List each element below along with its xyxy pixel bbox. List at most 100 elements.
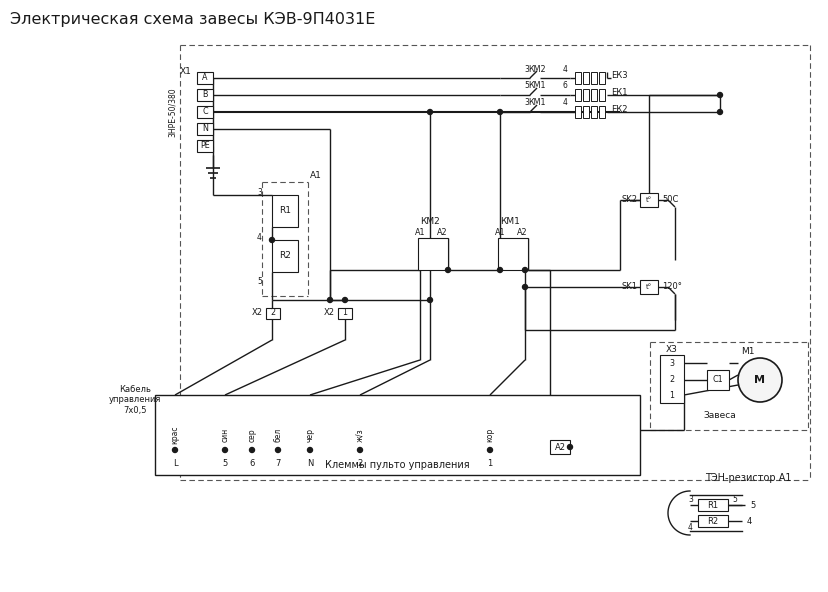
Bar [549,440,570,454]
Text: X1: X1 [180,67,192,76]
Text: PE: PE [200,141,209,150]
Circle shape [522,268,527,272]
Text: ж/з: ж/з [355,428,364,442]
Text: 3: 3 [524,65,529,73]
Text: ЕК2: ЕК2 [610,105,627,114]
Text: B: B [202,91,208,99]
Text: 5: 5 [222,458,228,468]
Circle shape [737,358,781,402]
Text: 4: 4 [562,65,566,73]
Circle shape [357,448,362,452]
Text: A2: A2 [436,229,447,237]
Bar [590,89,596,101]
Circle shape [275,448,280,452]
Text: A1: A1 [414,229,425,237]
Text: M1: M1 [740,348,753,356]
Bar [599,72,604,84]
Bar [338,308,352,319]
Text: 6: 6 [249,458,254,468]
Text: N: N [202,124,208,134]
Bar [659,355,683,403]
Bar [590,106,596,118]
Bar [575,89,580,101]
Circle shape [567,445,572,449]
Text: 4: 4 [746,516,751,526]
Text: Завеса: Завеса [703,410,735,420]
Text: 4: 4 [257,233,262,243]
Text: 1: 1 [487,458,492,468]
Text: 5: 5 [731,494,736,504]
Circle shape [487,448,492,452]
Bar [706,370,728,390]
Bar [582,72,588,84]
Text: чер: чер [306,428,314,442]
Bar [599,89,604,101]
Text: R2: R2 [279,252,291,260]
Text: R2: R2 [706,516,718,526]
Text: X2: X2 [324,308,335,317]
Bar [639,280,657,294]
Text: SK1: SK1 [621,282,638,291]
Text: 2: 2 [669,375,674,384]
Bar [498,238,527,270]
Circle shape [327,298,332,303]
Text: син: син [220,428,229,442]
Text: t°: t° [645,284,652,290]
Text: бел: бел [273,428,282,442]
Text: КМ1: КМ1 [499,217,519,227]
Text: КМ1: КМ1 [527,82,545,91]
Bar [197,140,213,152]
Circle shape [445,268,450,272]
Text: 4: 4 [562,98,566,108]
Text: t°: t° [645,197,652,203]
Bar [197,106,213,118]
Bar [197,89,213,101]
Text: C: C [202,108,208,117]
Circle shape [222,448,227,452]
Bar [197,72,213,84]
Text: C1: C1 [712,375,723,384]
Text: SK2: SK2 [621,195,638,204]
Text: Электрическая схема завесы КЭВ-9П4031Е: Электрическая схема завесы КЭВ-9П4031Е [10,12,375,27]
Text: 1: 1 [342,308,347,317]
Circle shape [717,110,722,114]
Bar [697,515,727,527]
Circle shape [427,298,432,303]
Text: A2: A2 [554,442,565,452]
Text: 3: 3 [257,188,262,198]
Bar [417,238,447,270]
Text: R1: R1 [706,500,718,510]
Text: 3: 3 [687,494,692,504]
Text: ЕК3: ЕК3 [610,72,627,81]
Text: КМ1: КМ1 [527,98,545,108]
Text: 4: 4 [687,523,692,532]
Text: ТЭН-резистор A1: ТЭН-резистор A1 [704,473,791,483]
Circle shape [427,110,432,114]
Text: сер: сер [248,428,256,442]
Text: R1: R1 [279,207,291,215]
Text: КМ2: КМ2 [420,217,440,227]
Text: M: M [753,375,764,385]
Bar [575,106,580,118]
Bar [272,195,297,227]
Text: A1: A1 [310,171,321,180]
Text: 3: 3 [669,359,674,368]
Text: 3НРЕ-50/380: 3НРЕ-50/380 [167,87,176,137]
Text: 120°: 120° [662,282,681,291]
Text: ЕК1: ЕК1 [610,88,627,98]
Bar [197,123,213,135]
Text: 1: 1 [669,391,674,400]
Circle shape [342,298,347,303]
Text: X3: X3 [665,346,677,355]
Text: Кабель
управления
7х0,5: Кабель управления 7х0,5 [108,385,161,415]
Bar [590,72,596,84]
Text: Клеммы пульто управления: Клеммы пульто управления [325,460,469,470]
Text: крас: крас [171,426,180,444]
Circle shape [307,448,312,452]
Circle shape [497,110,502,114]
Text: 5: 5 [749,500,754,510]
Circle shape [717,92,722,98]
Circle shape [172,448,177,452]
Text: L: L [172,458,177,468]
Bar [266,308,280,319]
